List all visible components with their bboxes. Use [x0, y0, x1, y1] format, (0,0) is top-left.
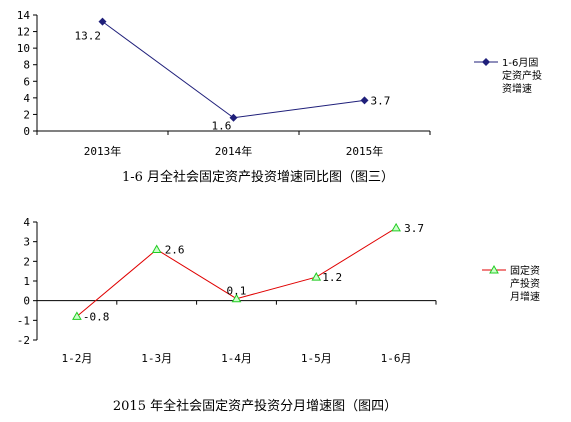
chart2-title: 2015 年全社会固定资产投资分月增速图（图四）: [113, 398, 397, 414]
chart2-y-tick-label: 4: [23, 216, 30, 229]
chart1-y-tick-label: 12: [17, 26, 30, 39]
chart1-y-tick-label: 10: [17, 42, 30, 55]
chart2-legend-label: 固定资: [510, 264, 540, 277]
chart1-legend-marker: [482, 58, 490, 66]
chart1-series-line: [102, 21, 365, 119]
chart2-data-label: 0.1: [227, 285, 247, 298]
chart1-y-tick-label: 8: [23, 59, 30, 72]
chart1-y-tick-label: 0: [23, 125, 30, 138]
chart2-x-tick-label: 1-5月: [301, 352, 332, 365]
chart2-legend-label: 产投资: [510, 277, 540, 290]
chart2-point: [72, 311, 82, 320]
chart2-point: [311, 272, 322, 281]
chart2-x-tick-label: 1-3月: [141, 352, 172, 365]
chart2-y-tick-label: 1: [23, 275, 30, 288]
chart2-point: [391, 222, 401, 232]
chart1-data-label: 13.2: [75, 30, 102, 43]
chart2-legend-marker: [489, 264, 499, 274]
chart2-data-label: 3.7: [404, 222, 424, 235]
chart1-data-label: 3.7: [371, 94, 391, 107]
chart1-legend-label: 定资产投: [502, 69, 542, 82]
chart2-data-label: 2.6: [165, 244, 185, 257]
chart2-x-tick-label: 1-4月: [221, 352, 252, 365]
chart2-point: [151, 244, 162, 254]
chart-investment-monthly: -2 -1 0 1 2 3 4 1-2月 1-3月 1-4月 1-5月 1-6月 -0.8 2.6 0.1 1…: [17, 216, 540, 365]
chart1-point: [229, 113, 238, 122]
chart2-data-label: -0.8: [83, 310, 110, 323]
chart1-point: [360, 96, 369, 105]
chart1-x-tick-label: 2015年: [346, 144, 384, 158]
chart-investment-yoy: 0 2 4 6 8 10 12 14 2013年 2014年 2015年 13.2 1.6 3.7 1-6月…: [17, 9, 542, 158]
chart2-data-label: 1.2: [322, 271, 342, 284]
chart1-x-tick-label: 2013年: [84, 144, 122, 158]
chart2-y-tick-label: 0: [23, 295, 30, 308]
chart2-y-tick-label: -2: [17, 334, 30, 347]
chart1-y-tick-label: 2: [23, 108, 30, 121]
chart2-legend-label: 月增速: [510, 290, 540, 303]
chart2-x-tick-label: 1-6月: [381, 352, 412, 365]
chart1-x-tick-label: 2014年: [215, 144, 253, 158]
chart1-y-tick-label: 6: [23, 75, 30, 88]
chart2-point: [231, 293, 242, 303]
chart2-y-tick-label: -1: [17, 314, 30, 327]
chart2-y-tick-label: 2: [23, 255, 30, 268]
chart1-point: [98, 17, 107, 26]
chart1-legend-label: 1-6月固: [502, 57, 538, 69]
chart2-y-tick-label: 3: [23, 236, 30, 249]
chart2-x-tick-label: 1-2月: [61, 352, 92, 365]
chart1-legend-label: 资增速: [502, 82, 532, 95]
chart1-title: 1-6 月全社会固定资产投资增速同比图（图三）: [122, 169, 394, 185]
chart1-y-tick-label: 14: [17, 9, 31, 22]
chart1-data-label: 1.6: [212, 120, 232, 133]
chart1-y-tick-label: 4: [23, 92, 30, 105]
chart2-series-line: [76, 227, 397, 317]
